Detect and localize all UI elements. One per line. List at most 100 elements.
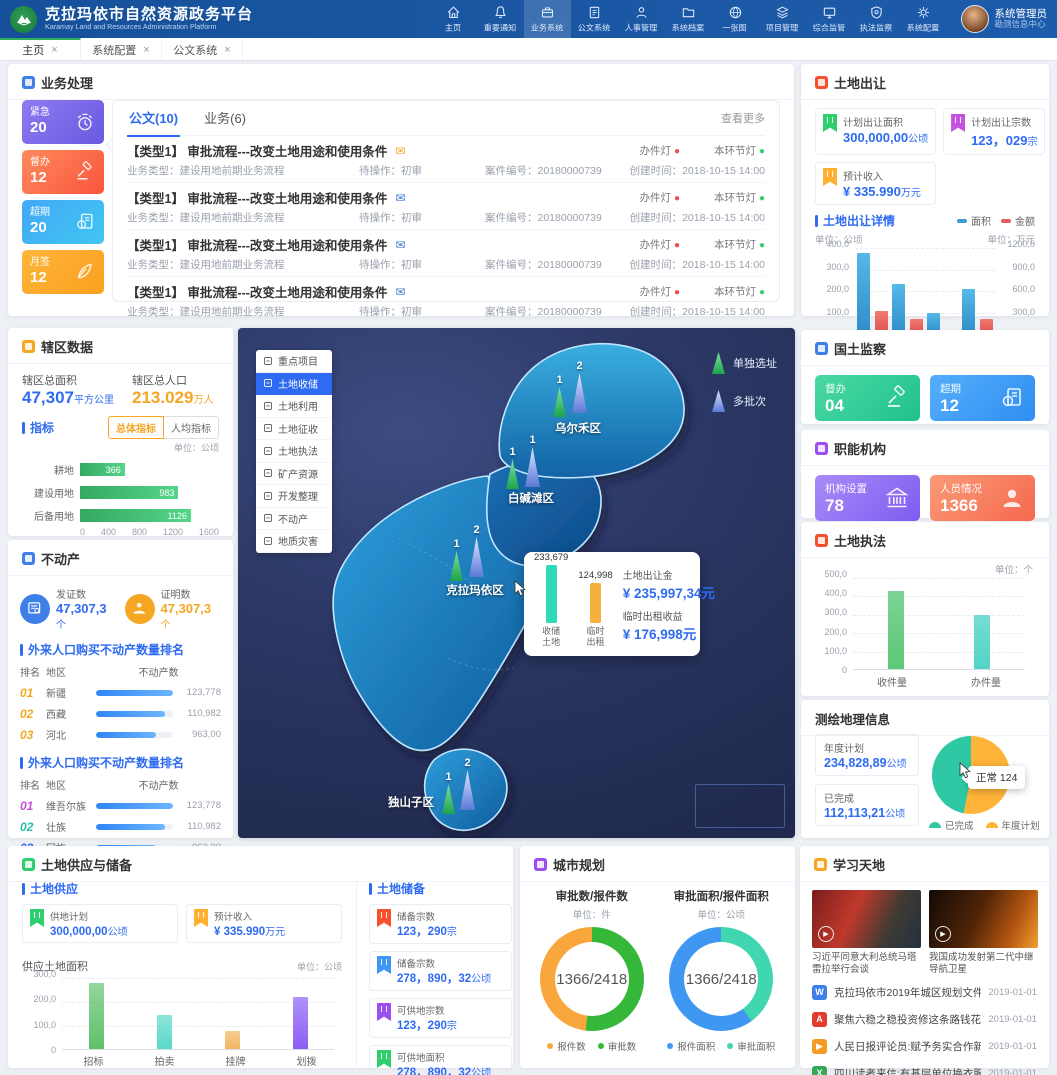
- business-list-item[interactable]: 【类型1】 审批流程---改变土地用途和使用条件 ✉ 办件灯 ● 本环节灯 ● 业务类型…: [127, 230, 765, 277]
- nav-item-业务系统[interactable]: 业务系统: [523, 0, 571, 38]
- map-marker-克拉玛依区-2[interactable]: 2: [469, 524, 484, 577]
- map-marker-白碱滩区-1[interactable]: 1: [525, 434, 540, 487]
- mineral-icon: [264, 469, 272, 478]
- news-date: 2019-01-01: [988, 1040, 1037, 1052]
- rank-row-河北: 03 河北 963,00: [20, 727, 221, 743]
- tab-公文系统[interactable]: 公文系统 ×: [162, 38, 243, 60]
- stat-card-超期[interactable]: 超期 20: [22, 200, 104, 244]
- nav-item-系统档案[interactable]: 系统档案: [665, 0, 712, 38]
- karamay-map[interactable]: [238, 328, 795, 838]
- map-menu-重点项目[interactable]: 重点项目: [256, 350, 332, 373]
- person-badge-icon: [1003, 489, 1021, 507]
- avatar[interactable]: [960, 5, 989, 33]
- map-regions[interactable]: [332, 342, 685, 831]
- user-box[interactable]: 系统管理员 勘测信息中心: [960, 5, 1048, 33]
- envelope-icon: ✉: [395, 190, 406, 205]
- video-caption: 我国成功发射第二代中继导航卫星: [929, 952, 1034, 976]
- business-list-item[interactable]: 【类型1】 审批流程---改变土地用途和使用条件 ✉ 办件灯 ● 本环节灯 ● 业务类型…: [127, 183, 765, 230]
- user-name: 系统管理员: [994, 8, 1048, 21]
- stat-card-月签[interactable]: 月签 12: [22, 250, 104, 294]
- bar-收件量: [888, 591, 904, 670]
- map-marker-独山子区-1[interactable]: 1: [442, 771, 455, 814]
- news-item[interactable]: X 四川读者来信:有基层单位换衣服拍... 2019-01-01: [812, 1060, 1037, 1075]
- transfer-card-预计收入: 预计收入 ¥ 335.990万元: [815, 162, 937, 205]
- map-menu-地质灾害[interactable]: 地质灾害: [256, 530, 332, 553]
- view-more-link[interactable]: 查看更多: [721, 113, 765, 125]
- transfer-card-计划出让宗数: 计划出让宗数 123，029宗: [943, 108, 1046, 155]
- ribbon-icon: [823, 168, 837, 186]
- map-marker-乌尔禾区-2[interactable]: 2: [572, 360, 587, 413]
- stat-card-督办[interactable]: 督办 12: [22, 150, 104, 194]
- video-item[interactable]: ▶ 我国成功发射第二代中继导航卫星: [929, 890, 1038, 977]
- business-tab-业务(6)[interactable]: 业务(6): [204, 110, 247, 126]
- tab-close-icon[interactable]: ×: [51, 44, 58, 56]
- map-menu-土地利用[interactable]: 土地利用: [256, 395, 332, 418]
- toggle-总体指标[interactable]: 总体指标: [108, 416, 164, 439]
- map-menu-矿产资源[interactable]: 矿产资源: [256, 463, 332, 485]
- panel-supervision-title: 国土监察: [801, 330, 1049, 366]
- supervision-cards: 督办 04 超期 12: [801, 366, 1049, 421]
- tab-系统配置[interactable]: 系统配置 ×: [81, 38, 162, 60]
- gear-icon: [917, 6, 929, 18]
- business-list-item[interactable]: 【类型1】 审批流程---改变土地用途和使用条件 ✉ 办件灯 ● 本环节灯 ● 业务类型…: [127, 277, 765, 323]
- card-超期[interactable]: 超期 12: [930, 375, 1035, 421]
- map-marker-白碱滩区-1[interactable]: 1: [506, 446, 519, 489]
- news-item[interactable]: W 克拉玛依市2019年城区规划文件 2019-01-01: [812, 979, 1037, 1006]
- business-tab-公文(10)[interactable]: 公文(10): [127, 100, 181, 137]
- news-date: 2019-01-01: [988, 986, 1037, 998]
- nav-item-人事管理[interactable]: 人事管理: [618, 0, 665, 38]
- cone-marker-icon: [506, 459, 519, 489]
- item-op: 待操作：初审: [359, 212, 422, 224]
- nav-item-公文系统[interactable]: 公文系统: [571, 0, 618, 38]
- card-机构设置[interactable]: 机构设置 78: [815, 475, 920, 521]
- card-人员情况[interactable]: 人员情况 1366: [930, 475, 1035, 521]
- map-marker-克拉玛依区-1[interactable]: 1: [450, 538, 463, 581]
- video-item[interactable]: ▶ 习近平同意大利总统马塔雷拉举行会谈: [812, 890, 921, 977]
- nav-item-综合监管[interactable]: 综合监管: [806, 0, 853, 38]
- stage-light: 本环节灯 ●: [714, 239, 765, 251]
- nav-label: 一张图: [722, 22, 748, 32]
- business-list: 公文(10) 业务(6) 查看更多 【类型1】 审批流程---改变土地用途和使用条件…: [112, 100, 780, 318]
- nav-item-主页[interactable]: 主页: [430, 0, 477, 38]
- card-label: 计划出让面积: [843, 118, 903, 129]
- panel-transfer-title: 土地出让: [801, 64, 1049, 100]
- nav-item-重要通知[interactable]: 重要通知: [477, 0, 524, 38]
- tab-close-icon[interactable]: ×: [224, 44, 231, 56]
- map-marker-乌尔禾区-1[interactable]: 1: [553, 374, 566, 417]
- survey-tooltip: 正常 124: [968, 766, 1026, 789]
- supply-chart-label: 供应土地面积: [22, 961, 88, 973]
- nav-item-系统配置[interactable]: 系统配置: [900, 0, 947, 38]
- toggle-人均指标[interactable]: 人均指标: [164, 416, 219, 439]
- map-menu-不动产[interactable]: 不动产: [256, 508, 332, 530]
- nav-item-一张图[interactable]: 一张图: [712, 0, 759, 38]
- card-value: 300,000,00公顷: [50, 926, 128, 938]
- map-menu-土地收储[interactable]: 土地收储: [256, 372, 332, 395]
- play-icon[interactable]: ▶: [935, 926, 951, 942]
- tab-close-icon[interactable]: ×: [143, 44, 150, 56]
- district-icon: [22, 340, 35, 353]
- overdue-doc-icon: [1002, 388, 1021, 407]
- news-item[interactable]: A 聚焦六稳之稳投资修这条路钱花得值 2019-01-01: [812, 1006, 1037, 1033]
- business-list-item[interactable]: 【类型1】 审批流程---改变土地用途和使用条件 ✉ 办件灯 ● 本环节灯 ● 业务类型…: [127, 136, 765, 183]
- news-item[interactable]: ▶ 人民日报评论员:赋予务实合作新的... 2019-01-01: [812, 1033, 1037, 1060]
- rank-row-新疆: 01 新疆 123,778: [20, 685, 221, 701]
- play-icon[interactable]: ▶: [818, 926, 834, 942]
- nav-label: 公文系统: [577, 22, 611, 32]
- nav-item-项目管理[interactable]: 项目管理: [759, 0, 806, 38]
- map-menu-土地执法[interactable]: 土地执法: [256, 440, 332, 463]
- card-督办[interactable]: 督办 04: [815, 375, 920, 421]
- map-marker-独山子区-2[interactable]: 2: [460, 757, 475, 810]
- envelope-icon: ✉: [395, 284, 406, 299]
- envelope-icon: ✉: [395, 143, 406, 158]
- learning-videos: ▶ 习近平同意大利总统马塔雷拉举行会谈 ▶ 我国成功发射第二代中继导航卫星: [800, 882, 1049, 977]
- tab-主页[interactable]: 主页 ×: [0, 38, 81, 60]
- nav-item-执法监察[interactable]: 执法监察: [853, 0, 900, 38]
- item-type: 业务类型：建设用地前期业务流程: [127, 259, 285, 271]
- item-case-no: 案件编号：20180000739: [485, 306, 602, 318]
- map-menu-开发整理[interactable]: 开发整理: [256, 485, 332, 508]
- stat-card-紧急[interactable]: 紧急 20: [22, 100, 104, 144]
- land-use-icon: [264, 401, 272, 410]
- tooltip-bar-临时出租: 124,998 临时 出租: [578, 569, 613, 647]
- map-menu-土地征收[interactable]: 土地征收: [256, 418, 332, 440]
- item-created: 创建时间：2018-10-15 14:00: [629, 259, 765, 271]
